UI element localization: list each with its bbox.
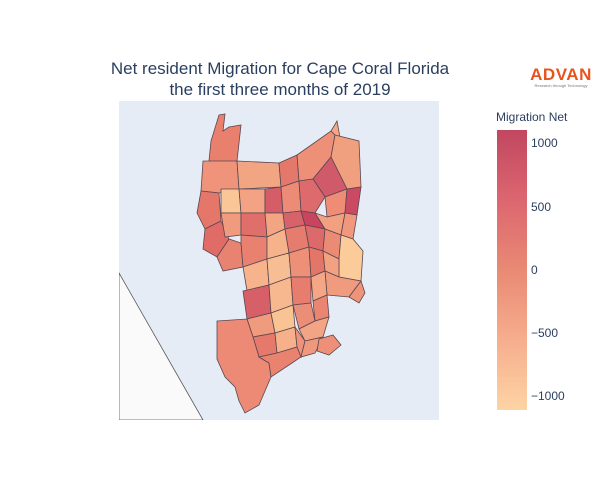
chart-title: Net resident Migration for Cape Coral Fl…: [60, 58, 500, 100]
colorbar-tick: −500: [531, 326, 559, 340]
tract[interactable]: [300, 336, 324, 358]
colorbar-tick: −1000: [531, 389, 565, 403]
colorbar: [497, 130, 527, 410]
colorbar-tick: 500: [531, 200, 552, 214]
tract[interactable]: [220, 212, 242, 238]
tract-polygons: [196, 113, 366, 414]
colorbar-tick: 0: [531, 263, 538, 277]
tract[interactable]: [264, 186, 284, 214]
tract[interactable]: [236, 160, 282, 190]
tract[interactable]: [316, 334, 342, 356]
choropleth-map[interactable]: [119, 101, 439, 420]
tract[interactable]: [348, 280, 366, 304]
title-line-2: the first three months of 2019: [169, 80, 391, 99]
tract[interactable]: [290, 276, 312, 306]
tract[interactable]: [298, 178, 326, 214]
colorbar-title: Migration Net: [496, 110, 568, 124]
logo-tagline: Research through Technology: [534, 83, 588, 88]
logo-brand: ADVAN: [530, 65, 592, 84]
tract[interactable]: [200, 160, 240, 194]
tract[interactable]: [216, 318, 272, 414]
colorbar-tick: 1000: [531, 136, 558, 150]
title-line-1: Net resident Migration for Cape Coral Fl…: [110, 59, 450, 78]
tract[interactable]: [280, 180, 302, 214]
tract[interactable]: [220, 188, 242, 214]
map-excluded-area: [119, 272, 204, 420]
tract[interactable]: [240, 212, 268, 238]
advan-logo: ADVAN Research through Technology: [526, 66, 596, 89]
tract[interactable]: [208, 113, 242, 164]
tract[interactable]: [238, 188, 266, 214]
tract[interactable]: [257, 346, 302, 378]
